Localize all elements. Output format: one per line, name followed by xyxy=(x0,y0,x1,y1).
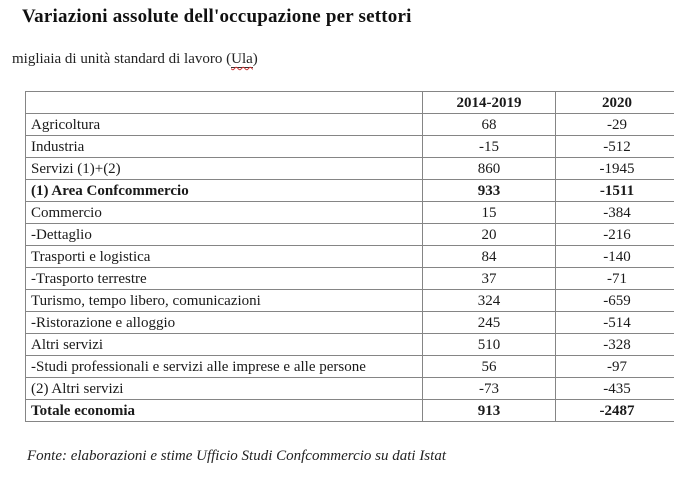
value-2020-cell: -328 xyxy=(555,333,674,356)
sector-cell: -Dettaglio xyxy=(25,223,423,246)
table-row: Turismo, tempo libero, comunicazioni 324-… xyxy=(25,289,674,312)
table-body: Agricoltura 68 -29 Industria -15 -512 Servizi … xyxy=(25,113,674,422)
page-title: Variazioni assolute dell'occupazione per… xyxy=(22,6,412,27)
subtitle-text: migliaia di unità standard di lavoro ( xyxy=(12,51,232,67)
table-row: -Ristorazione e alloggio 245 -514 xyxy=(25,311,674,334)
subtitle-suffix: ) xyxy=(252,51,258,67)
col-header-2014-2019: 2014-2019 xyxy=(422,91,556,114)
table-row: Commercio 15 -384 xyxy=(25,201,674,224)
value-2020-cell: -1511 xyxy=(555,179,674,202)
ula-underlined-term: Ula xyxy=(231,51,253,68)
value-2020-cell: -216 xyxy=(555,223,674,246)
sector-cell: Commercio xyxy=(25,201,423,224)
value-2020-cell: -659 xyxy=(555,289,674,312)
col-header-2020: 2020 xyxy=(555,91,674,114)
sector-cell: -Trasporto terrestre xyxy=(25,267,423,290)
value-2014-2019-cell: 37 xyxy=(422,267,556,290)
sector-cell: Trasporti e logistica xyxy=(25,245,423,268)
value-2014-2019-cell: 510 xyxy=(422,333,556,356)
value-2014-2019-cell: 933 xyxy=(422,179,556,202)
value-2014-2019-cell: 913 xyxy=(422,399,556,422)
value-2020-cell: -512 xyxy=(555,135,674,158)
table-row: (2) Altri servizi -73 -435 xyxy=(25,377,674,400)
value-2020-cell: -514 xyxy=(555,311,674,334)
value-2014-2019-cell: 15 xyxy=(422,201,556,224)
sector-cell: Agricoltura xyxy=(25,113,423,136)
sector-cell: Totale economia xyxy=(25,399,423,422)
sectors-table: 2014-2019 2020 Agricoltura 68 -29 Industria… xyxy=(25,91,674,422)
table-row: (1) Area Confcommercio 933 -1511 xyxy=(25,179,674,202)
table-row: -Studi professionali e servizi alle impr… xyxy=(25,355,674,378)
table-row: Servizi (1)+(2) 860 -1945 xyxy=(25,157,674,180)
col-header-sector xyxy=(25,91,423,114)
table-row: Industria -15 -512 xyxy=(25,135,674,158)
subtitle: migliaia di unità standard di lavoro (Ul… xyxy=(12,51,258,68)
value-2020-cell: -384 xyxy=(555,201,674,224)
value-2020-cell: -97 xyxy=(555,355,674,378)
table-row: Altri servizi 510 -328 xyxy=(25,333,674,356)
value-2020-cell: -71 xyxy=(555,267,674,290)
sector-cell: -Studi professionali e servizi alle impr… xyxy=(25,355,423,378)
value-2020-cell: -29 xyxy=(555,113,674,136)
sector-cell: Altri servizi xyxy=(25,333,423,356)
sector-cell: Industria xyxy=(25,135,423,158)
value-2020-cell: -435 xyxy=(555,377,674,400)
table-row: Trasporti e logistica 84 -140 xyxy=(25,245,674,268)
value-2020-cell: -1945 xyxy=(555,157,674,180)
value-2014-2019-cell: 68 xyxy=(422,113,556,136)
value-2014-2019-cell: -15 xyxy=(422,135,556,158)
value-2014-2019-cell: 324 xyxy=(422,289,556,312)
value-2014-2019-cell: 56 xyxy=(422,355,556,378)
sector-cell: (1) Area Confcommercio xyxy=(25,179,423,202)
value-2014-2019-cell: 20 xyxy=(422,223,556,246)
table-row: Agricoltura 68 -29 xyxy=(25,113,674,136)
sector-cell: (2) Altri servizi xyxy=(25,377,423,400)
value-2014-2019-cell: -73 xyxy=(422,377,556,400)
source-note: Fonte: elaborazioni e stime Ufficio Stud… xyxy=(27,448,446,464)
sector-cell: Turismo, tempo libero, comunicazioni xyxy=(25,289,423,312)
table-header-row: 2014-2019 2020 xyxy=(25,91,674,114)
value-2020-cell: -140 xyxy=(555,245,674,268)
value-2014-2019-cell: 245 xyxy=(422,311,556,334)
table-row: -Trasporto terrestre 37 -71 xyxy=(25,267,674,290)
value-2014-2019-cell: 84 xyxy=(422,245,556,268)
sector-cell: Servizi (1)+(2) xyxy=(25,157,423,180)
table-row: -Dettaglio 20 -216 xyxy=(25,223,674,246)
value-2014-2019-cell: 860 xyxy=(422,157,556,180)
value-2020-cell: -2487 xyxy=(555,399,674,422)
sector-cell: -Ristorazione e alloggio xyxy=(25,311,423,334)
table-row: Totale economia 913 -2487 xyxy=(25,399,674,422)
